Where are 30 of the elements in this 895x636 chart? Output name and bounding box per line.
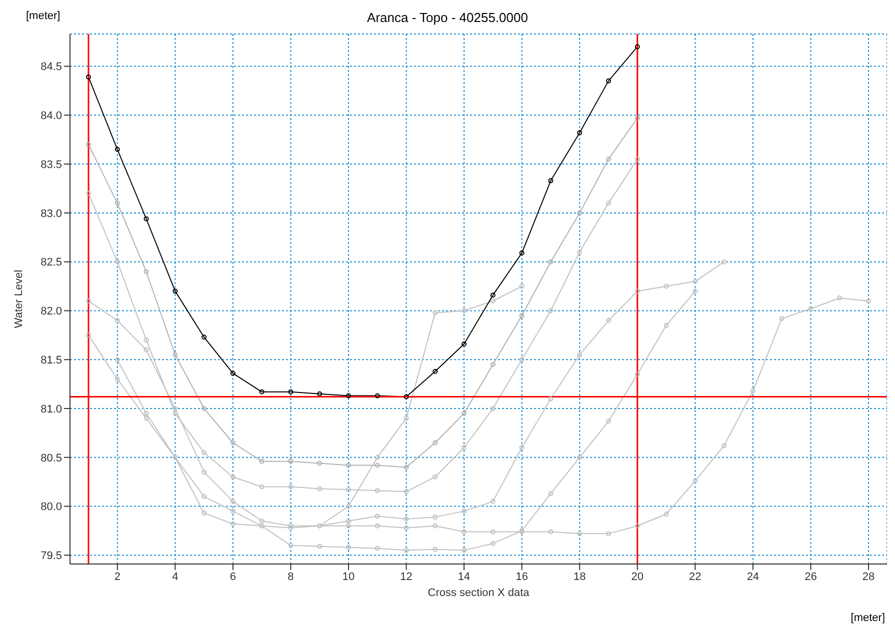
y-axis-title: Water Level (12, 270, 25, 328)
chart-title: Aranca - Topo - 40255.0000 (367, 10, 528, 25)
x-tick-label: 10 (342, 570, 355, 583)
y-tick-label: 80.0 (40, 501, 62, 514)
text: [meter] (26, 10, 60, 22)
x-tick-label: 6 (230, 570, 236, 583)
x-tick-label: 18 (573, 570, 586, 583)
x-tick-label: 2 (114, 570, 120, 583)
x-tick-label: 20 (631, 570, 644, 583)
x-tick-label: 14 (458, 570, 470, 583)
x-axis-title: Cross section X data (428, 587, 530, 599)
x-tick-label: 24 (746, 570, 760, 583)
y-tick-label: 83.0 (40, 208, 62, 220)
y-tick-label: 84.0 (40, 110, 62, 122)
y-tick-label: 82.5 (40, 256, 62, 269)
y-tick-label: 80.5 (40, 452, 62, 464)
y-tick-label: 83.5 (40, 158, 62, 171)
y-tick-label: 81.0 (40, 403, 62, 416)
x-tick-label: 4 (172, 570, 178, 583)
y-tick-label: 84.5 (40, 61, 62, 74)
y-tick-label: 79.5 (40, 550, 62, 562)
x-tick-label: 12 (400, 570, 412, 583)
x-tick-label: 16 (516, 570, 528, 583)
x-tick-label: 22 (689, 570, 702, 583)
y-tick-label: 82.0 (40, 306, 62, 318)
text: [meter] (850, 612, 885, 624)
x-tick-label: 26 (804, 570, 817, 583)
x-tick-label: 8 (288, 570, 294, 583)
y-tick-label: 81.5 (40, 354, 62, 367)
x-tick-label: 28 (862, 570, 875, 583)
